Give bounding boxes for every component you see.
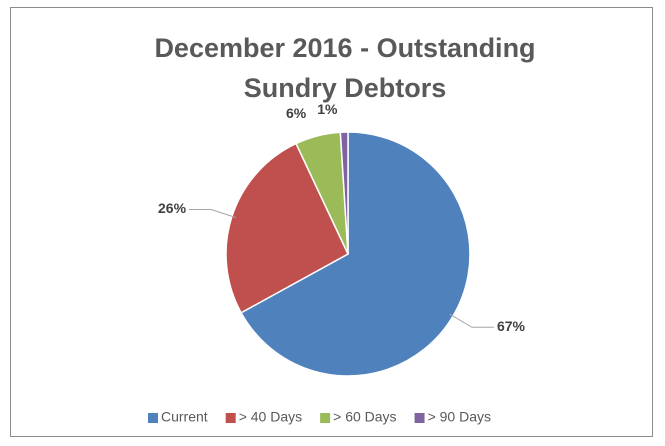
legend-swatch (148, 413, 158, 423)
legend-label: > 60 Days (333, 409, 396, 425)
legend-label: > 40 Days (239, 409, 302, 425)
legend-label: Current (161, 409, 208, 425)
legend-label: > 90 Days (428, 409, 491, 425)
leader-line (189, 209, 236, 219)
legend-swatch (414, 413, 425, 423)
chart-frame (10, 7, 653, 437)
pie-slice (339, 131, 349, 255)
chart-title: December 2016 - Outstanding Sundry Debto… (154, 33, 536, 103)
leader-line (449, 313, 494, 328)
data-label: 1% (317, 101, 338, 117)
legend-swatch (320, 413, 331, 423)
data-label: 26% (158, 200, 187, 216)
legend-swatch (225, 413, 236, 423)
data-label: 6% (286, 105, 307, 121)
data-label: 67% (497, 318, 526, 334)
